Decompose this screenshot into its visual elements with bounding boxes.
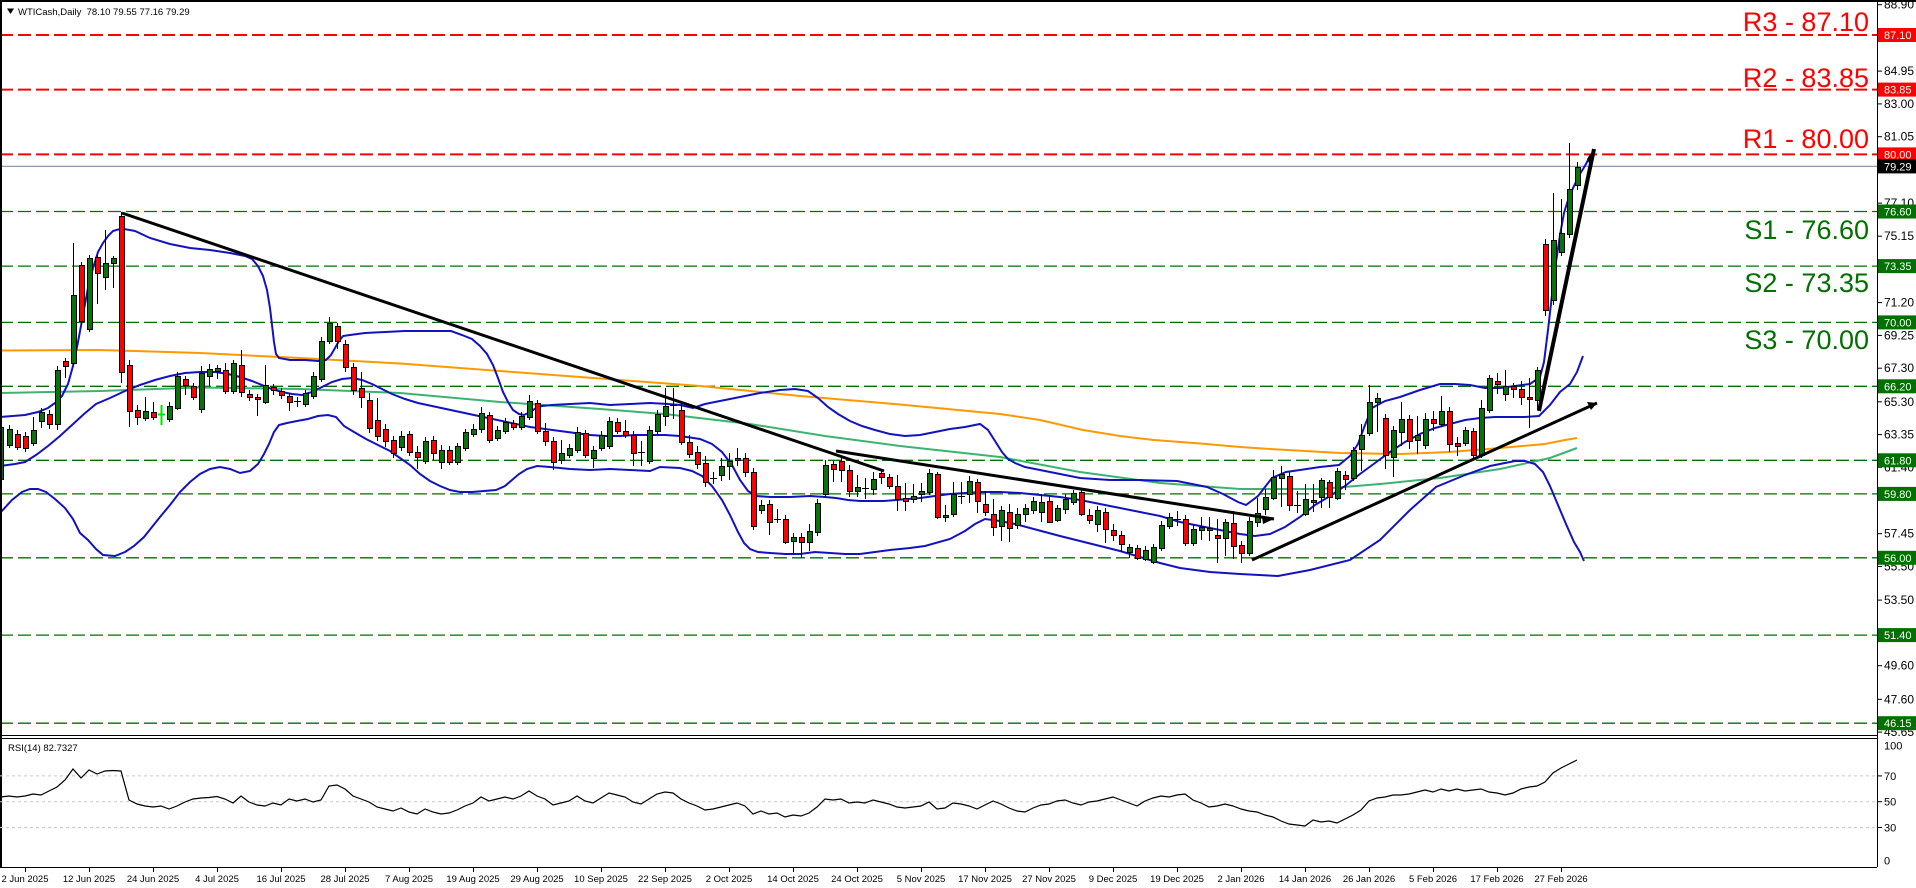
svg-text:17 Feb 2026: 17 Feb 2026 (1470, 874, 1523, 885)
svg-text:70.00: 70.00 (1884, 317, 1912, 329)
svg-text:9 Dec 2025: 9 Dec 2025 (1089, 874, 1138, 885)
svg-text:27 Feb 2026: 27 Feb 2026 (1534, 874, 1587, 885)
svg-text:12 Jun 2025: 12 Jun 2025 (63, 874, 115, 885)
svg-text:51.40: 51.40 (1884, 630, 1912, 642)
svg-text:63.35: 63.35 (1884, 428, 1914, 442)
svg-text:87.10: 87.10 (1884, 30, 1912, 42)
svg-text:27 Nov 2025: 27 Nov 2025 (1022, 874, 1076, 885)
svg-text:65.30: 65.30 (1884, 395, 1914, 409)
svg-text:5 Nov 2025: 5 Nov 2025 (897, 874, 946, 885)
svg-text:61.80: 61.80 (1884, 455, 1912, 467)
svg-text:71.20: 71.20 (1884, 296, 1914, 310)
svg-text:2 Jan 2026: 2 Jan 2026 (1217, 874, 1264, 885)
svg-text:84.95: 84.95 (1884, 64, 1914, 78)
svg-text:17 Nov 2025: 17 Nov 2025 (958, 874, 1012, 885)
svg-text:S3 - 70.00: S3 - 70.00 (1744, 325, 1869, 355)
svg-text:88.90: 88.90 (1884, 0, 1914, 12)
svg-text:81.05: 81.05 (1884, 130, 1914, 144)
svg-text:WTICash,Daily 78.10 79.55 77.: WTICash,Daily 78.10 79.55 77.16 79.29 (18, 7, 190, 18)
svg-text:2 Oct 2025: 2 Oct 2025 (706, 874, 752, 885)
svg-text:49.60: 49.60 (1884, 659, 1914, 673)
svg-text:75.15: 75.15 (1884, 229, 1914, 243)
svg-text:16 Jul 2025: 16 Jul 2025 (256, 874, 305, 885)
svg-text:R3 - 87.10: R3 - 87.10 (1743, 7, 1869, 37)
svg-text:19 Dec 2025: 19 Dec 2025 (1150, 874, 1204, 885)
svg-text:24 Jun 2025: 24 Jun 2025 (127, 874, 179, 885)
svg-text:0: 0 (1884, 856, 1890, 868)
svg-text:29 Aug 2025: 29 Aug 2025 (510, 874, 563, 885)
svg-text:30: 30 (1884, 823, 1896, 835)
svg-text:28 Jul 2025: 28 Jul 2025 (320, 874, 369, 885)
svg-text:83.00: 83.00 (1884, 97, 1914, 111)
svg-text:100: 100 (1884, 741, 1902, 753)
svg-text:69.25: 69.25 (1884, 328, 1914, 342)
svg-text:59.80: 59.80 (1884, 489, 1912, 501)
svg-text:4 Jul 2025: 4 Jul 2025 (195, 874, 239, 885)
svg-text:67.30: 67.30 (1884, 361, 1914, 375)
svg-text:2 Jun 2025: 2 Jun 2025 (1, 874, 48, 885)
svg-text:80.00: 80.00 (1884, 149, 1912, 161)
svg-text:10 Sep 2025: 10 Sep 2025 (574, 874, 628, 885)
svg-text:70: 70 (1884, 771, 1896, 783)
svg-text:53.50: 53.50 (1884, 593, 1914, 607)
svg-text:83.85: 83.85 (1884, 85, 1912, 97)
svg-text:R1 - 80.00: R1 - 80.00 (1743, 124, 1869, 154)
svg-text:S1 - 76.60: S1 - 76.60 (1744, 215, 1869, 245)
svg-text:76.60: 76.60 (1884, 207, 1912, 219)
svg-text:RSI(14) 82.7327: RSI(14) 82.7327 (8, 743, 78, 754)
svg-text:19 Aug 2025: 19 Aug 2025 (446, 874, 499, 885)
svg-text:46.15: 46.15 (1884, 718, 1912, 730)
svg-text:24 Oct 2025: 24 Oct 2025 (831, 874, 883, 885)
svg-text:47.60: 47.60 (1884, 692, 1914, 706)
svg-text:22 Sep 2025: 22 Sep 2025 (638, 874, 692, 885)
svg-text:73.35: 73.35 (1884, 261, 1912, 273)
svg-text:50: 50 (1884, 797, 1896, 809)
svg-text:79.29: 79.29 (1884, 161, 1912, 173)
svg-text:56.00: 56.00 (1884, 553, 1912, 565)
svg-text:R2 - 83.85: R2 - 83.85 (1743, 63, 1869, 93)
svg-text:5 Feb 2026: 5 Feb 2026 (1409, 874, 1457, 885)
svg-text:26 Jan 2026: 26 Jan 2026 (1343, 874, 1395, 885)
svg-text:57.45: 57.45 (1884, 527, 1914, 541)
svg-text:S2 - 73.35: S2 - 73.35 (1744, 268, 1869, 298)
svg-text:7 Aug 2025: 7 Aug 2025 (385, 874, 433, 885)
svg-text:14 Jan 2026: 14 Jan 2026 (1279, 874, 1331, 885)
svg-text:14 Oct 2025: 14 Oct 2025 (767, 874, 819, 885)
svg-text:66.20: 66.20 (1884, 381, 1912, 393)
